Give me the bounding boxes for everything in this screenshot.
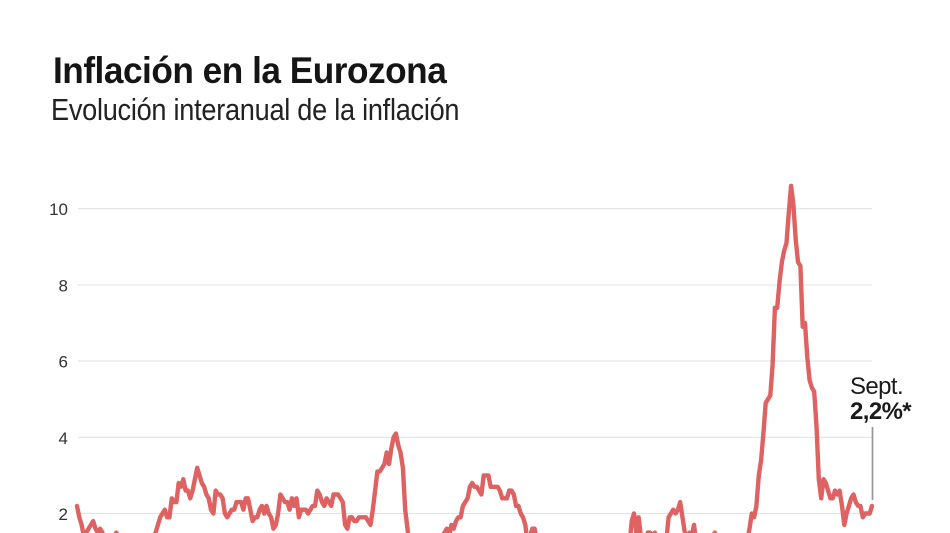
svg-text:10: 10 — [49, 200, 68, 219]
svg-text:2: 2 — [59, 505, 68, 524]
svg-text:6: 6 — [59, 353, 68, 372]
svg-text:8: 8 — [59, 276, 68, 295]
svg-text:4: 4 — [59, 429, 68, 448]
